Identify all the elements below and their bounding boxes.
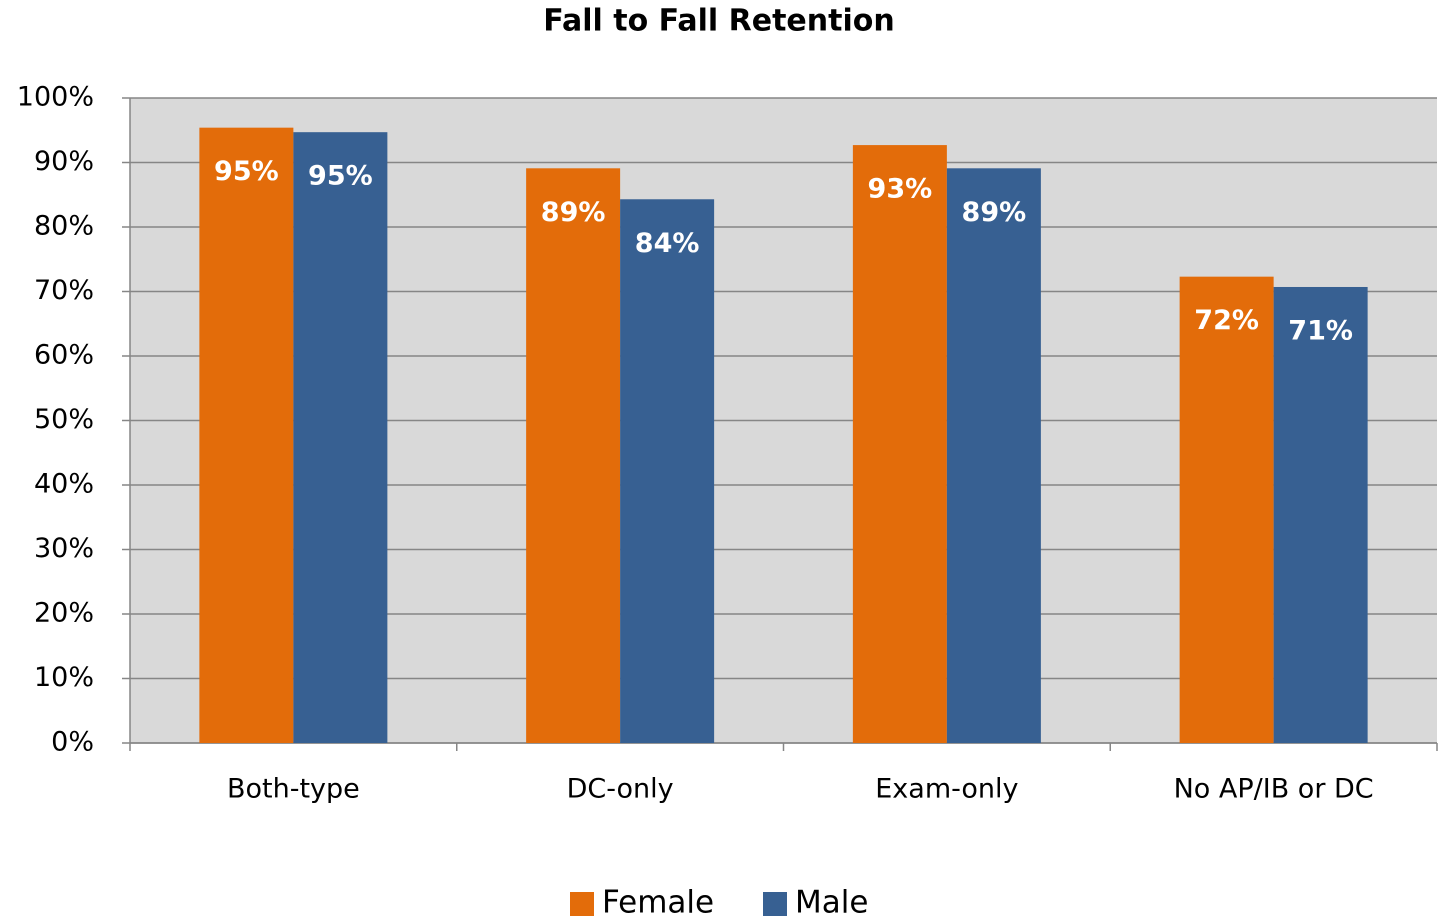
y-tick-label: 40% xyxy=(34,469,94,500)
x-tick-label: DC-only xyxy=(567,774,674,805)
data-label: 95% xyxy=(308,161,373,192)
y-tick-label: 30% xyxy=(34,533,94,564)
data-label: 89% xyxy=(541,197,606,228)
data-label: 71% xyxy=(1288,315,1353,346)
legend-label: Female xyxy=(602,885,714,919)
bar xyxy=(526,168,621,743)
x-tick-label: No AP/IB or DC xyxy=(1174,774,1374,805)
data-label: 72% xyxy=(1194,305,1259,336)
y-tick-label: 10% xyxy=(34,662,94,693)
data-label: 93% xyxy=(868,174,933,205)
y-tick-label: 20% xyxy=(34,598,94,629)
x-tick-label: Both-type xyxy=(227,774,360,805)
y-tick-label: 80% xyxy=(34,211,94,242)
data-label: 84% xyxy=(635,228,700,259)
bar xyxy=(852,145,947,743)
legend-swatch xyxy=(763,892,787,916)
x-tick-label: Exam-only xyxy=(875,774,1018,805)
y-tick-label: 70% xyxy=(34,275,94,306)
y-tick-label: 100% xyxy=(17,82,94,113)
y-tick-label: 90% xyxy=(34,146,94,177)
legend-swatch xyxy=(570,892,594,916)
y-tick-label: 50% xyxy=(34,404,94,435)
chart-title: Fall to Fall Retention xyxy=(543,4,894,39)
data-label: 95% xyxy=(214,156,279,187)
y-tick-label: 60% xyxy=(34,340,94,371)
data-label: 89% xyxy=(962,197,1027,228)
bar xyxy=(946,168,1041,743)
y-tick-label: 0% xyxy=(51,727,94,758)
bar xyxy=(1179,276,1274,743)
bar xyxy=(620,199,715,743)
bar xyxy=(199,127,294,744)
bar xyxy=(293,132,388,743)
bar xyxy=(1273,286,1368,743)
legend-label: Male xyxy=(795,885,868,919)
